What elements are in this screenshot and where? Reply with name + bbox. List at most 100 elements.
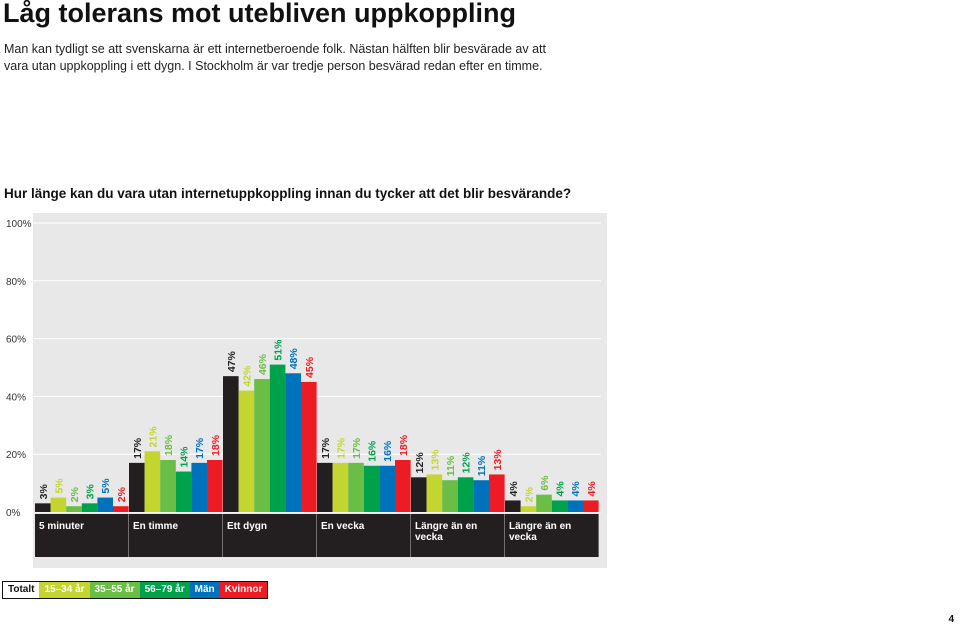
bar <box>567 500 583 512</box>
bar <box>442 480 458 512</box>
data-label: 17% <box>351 437 363 459</box>
data-label: 46% <box>257 353 269 375</box>
category-box <box>129 514 223 557</box>
bar <box>175 471 192 512</box>
category-box <box>505 514 599 557</box>
intro-text: Man kan tydligt se att svenskarna är ett… <box>4 42 546 73</box>
legend-item: Totalt <box>3 582 40 598</box>
chart-legend: Totalt 15–34 år 35–55 år 56–79 år Män Kvinnor <box>2 581 269 599</box>
bar <box>520 506 537 512</box>
data-label: 17% <box>320 437 332 459</box>
page-title: Låg tolerans mot utebliven uppkoppling <box>3 0 517 28</box>
bar <box>129 462 145 512</box>
bar <box>395 459 411 512</box>
bar <box>551 500 568 512</box>
category-label: Ett dygn <box>227 521 267 532</box>
category-label: Längre än en <box>509 521 571 532</box>
bar <box>66 506 82 512</box>
data-label: 14% <box>179 446 191 468</box>
bar <box>505 500 521 512</box>
data-label: 42% <box>241 365 253 387</box>
data-label: 45% <box>304 356 316 378</box>
data-label: 48% <box>288 348 300 370</box>
data-label: 13% <box>492 449 504 471</box>
bar <box>332 462 349 512</box>
legend-item: Kvinnor <box>219 582 268 598</box>
chart-title: Hur länge kan du vara utan internetuppko… <box>4 186 572 201</box>
bar <box>489 474 505 512</box>
bar <box>426 474 443 512</box>
category-label: vecka <box>509 532 537 543</box>
category-label: 5 minuter <box>39 521 84 532</box>
bar <box>191 462 207 512</box>
y-tick-label: 0% <box>6 508 21 519</box>
data-label: 18% <box>163 434 175 456</box>
data-label: 47% <box>226 350 238 372</box>
bar <box>473 480 489 512</box>
bar <box>207 459 223 512</box>
bar <box>285 373 301 512</box>
bar <box>536 494 552 512</box>
data-label: 11% <box>476 455 488 476</box>
data-label: 18% <box>398 434 410 456</box>
data-label: 16% <box>367 440 379 462</box>
data-label: 12% <box>414 452 426 474</box>
data-label: 17% <box>335 437 347 459</box>
bar <box>97 497 113 512</box>
bar <box>269 364 286 512</box>
legend-item: 35–55 år <box>89 582 140 598</box>
bar <box>457 477 474 512</box>
data-label: 18% <box>210 434 222 456</box>
data-label: 4% <box>555 481 567 497</box>
data-label: 2% <box>116 486 128 502</box>
bar <box>317 462 333 512</box>
bar <box>238 390 255 512</box>
category-label: En vecka <box>321 521 365 532</box>
bar-chart: 0%20%40%60%80%100%3% 5%2% 3% 5%2%5 minuter1… <box>6 213 607 568</box>
bar <box>113 506 129 512</box>
data-label: 3% <box>85 483 97 499</box>
data-label: 2% <box>69 486 81 502</box>
data-label: 17% <box>194 437 206 459</box>
data-label: 6% <box>539 475 551 491</box>
data-label: 3% <box>38 483 50 499</box>
legend-item: 15–34 år <box>39 582 90 598</box>
category-label: Längre än en <box>415 521 477 532</box>
category-box <box>35 514 129 557</box>
bar <box>363 465 380 512</box>
data-label: 13% <box>429 449 441 471</box>
bar <box>301 381 317 512</box>
legend-item: 56–79 år <box>139 582 190 598</box>
bar <box>81 503 98 512</box>
data-label: 5% <box>100 478 112 494</box>
data-label: 5% <box>53 478 65 494</box>
category-box <box>223 514 317 557</box>
data-label: 17% <box>132 437 144 459</box>
y-tick-label: 40% <box>6 392 26 403</box>
y-tick-label: 100% <box>6 219 32 230</box>
data-label: 4% <box>586 481 598 497</box>
data-label: 4% <box>570 481 582 497</box>
data-label: 4% <box>508 481 520 497</box>
bar <box>583 500 599 512</box>
y-tick-label: 20% <box>6 450 26 461</box>
bar <box>411 477 427 512</box>
data-label: 2% <box>523 486 535 502</box>
category-label: En timme <box>133 521 178 532</box>
data-label: 11% <box>445 455 457 476</box>
bar <box>254 379 270 512</box>
legend-item: Män <box>189 582 220 598</box>
y-tick-label: 80% <box>6 277 26 288</box>
page-number: 4 <box>948 614 954 625</box>
bar <box>35 503 51 512</box>
category-box <box>411 514 505 557</box>
data-label: 51% <box>273 339 285 361</box>
data-label: 16% <box>382 440 394 462</box>
bar <box>379 465 395 512</box>
category-label: vecka <box>415 532 443 543</box>
category-box <box>317 514 411 557</box>
y-tick-label: 60% <box>6 335 26 346</box>
data-label: 12% <box>461 452 473 474</box>
data-label: 21% <box>147 426 159 448</box>
bar <box>223 376 239 512</box>
